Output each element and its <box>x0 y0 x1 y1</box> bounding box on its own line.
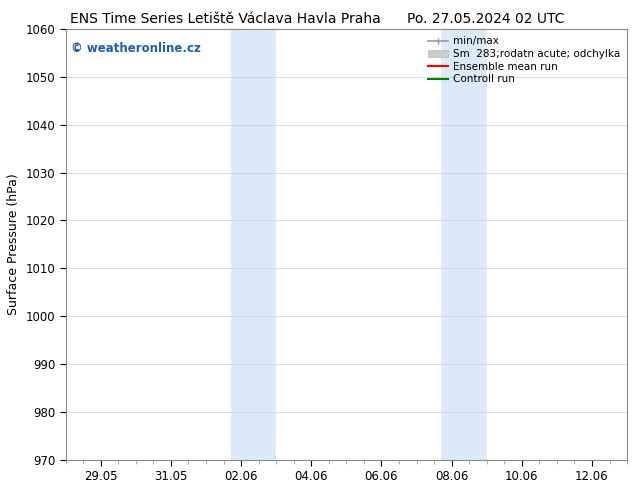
Y-axis label: Surface Pressure (hPa): Surface Pressure (hPa) <box>7 173 20 315</box>
Bar <box>231 29 276 460</box>
Text: © weatheronline.cz: © weatheronline.cz <box>71 42 201 55</box>
Text: ENS Time Series Letiště Václava Havla Praha      Po. 27.05.2024 02 UTC: ENS Time Series Letiště Václava Havla Pr… <box>70 12 564 26</box>
Bar <box>441 29 487 460</box>
Legend: min/max, Sm  283;rodatn acute; odchylka, Ensemble mean run, Controll run: min/max, Sm 283;rodatn acute; odchylka, … <box>425 34 622 86</box>
